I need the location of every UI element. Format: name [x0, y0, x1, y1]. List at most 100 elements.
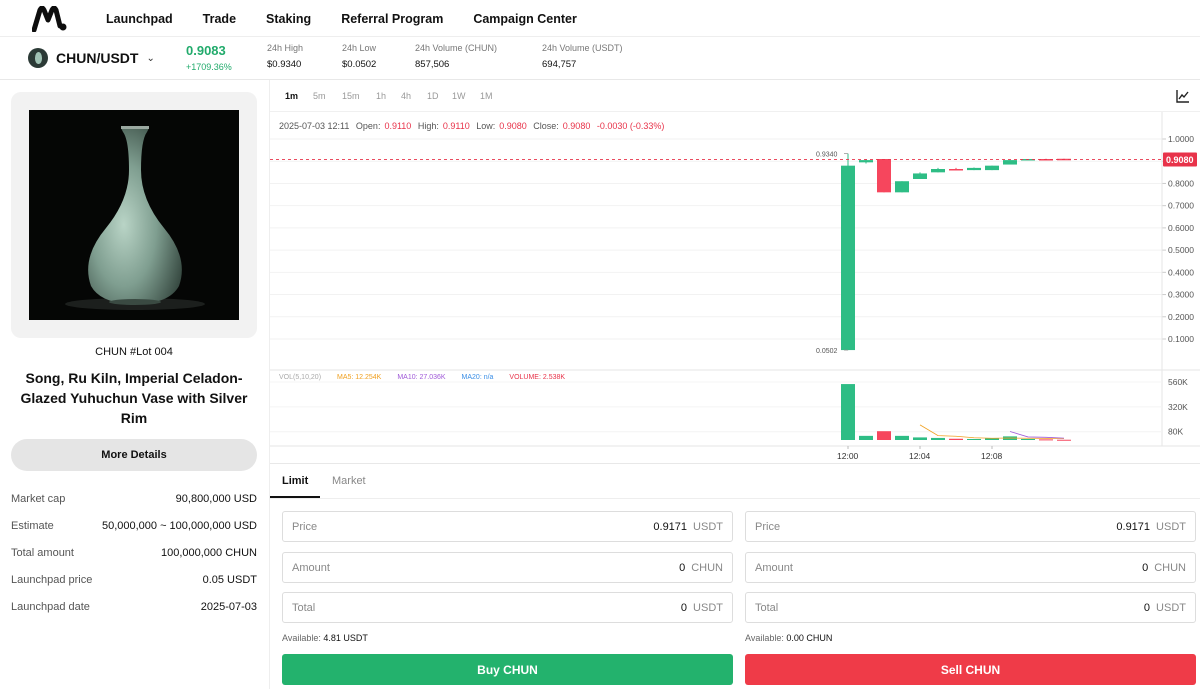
nav-referral-program[interactable]: Referral Program	[341, 11, 444, 26]
stat-value: 857,506	[415, 59, 450, 70]
sell-available: Available: 0.00 CHUN	[745, 633, 832, 643]
timeframe-1w[interactable]: 1W	[452, 91, 466, 101]
ohlc-close: 0.9080	[562, 121, 591, 131]
price-tick-label: 0.1000	[1168, 334, 1194, 344]
order-type-tabs: Limit Market	[270, 465, 1200, 499]
timeframe-4h[interactable]: 4h	[401, 91, 412, 101]
timeframe-15m[interactable]: 15m	[342, 91, 360, 101]
timeframe-bar: 1m 5m 15m 1h 4h 1D 1W 1M	[270, 80, 1200, 112]
ma10-line	[1009, 431, 1065, 439]
asset-image-card	[11, 92, 257, 338]
candle-body	[841, 165, 855, 351]
field-value[interactable]: 0.9171	[653, 520, 688, 533]
vol-legend-volume: VOLUME: 2.538K	[509, 374, 566, 381]
asset-panel: CHUN #Lot 004 Song, Ru Kiln, Imperial Ce…	[0, 80, 270, 689]
sell-price-input[interactable]: Price 0.9171 USDT	[745, 511, 1196, 542]
nav-campaign-center[interactable]: Campaign Center	[473, 11, 577, 26]
volume-bar	[1039, 439, 1053, 441]
last-price: 0.9083	[186, 43, 226, 58]
volume-bar	[859, 435, 873, 440]
field-value[interactable]: 0.9171	[1116, 520, 1151, 533]
ohlc-high-label: High:	[417, 121, 439, 131]
field-value[interactable]: 0	[679, 561, 686, 574]
candle-body	[985, 165, 999, 171]
buy-price-input[interactable]: Price 0.9171 USDT	[282, 511, 733, 542]
stat-24h-volume-usdt: 24h Volume (USDT) 694,757	[542, 43, 623, 70]
volume-bar	[895, 435, 909, 440]
info-estimate: Estimate 50,000,000 ~ 100,000,000 USD	[11, 520, 257, 532]
ma5-line	[919, 424, 1065, 439]
brand-logo-icon[interactable]	[32, 6, 68, 32]
asset-title: Song, Ru Kiln, Imperial Celadon-Glazed Y…	[20, 370, 248, 426]
nav-staking[interactable]: Staking	[266, 11, 312, 26]
ticker-bar: CHUN/USDT ⌄ 0.9083 +1709.36% 24h High $0…	[0, 37, 1200, 80]
tab-market[interactable]: Market	[332, 475, 366, 487]
info-value: 2025-07-03	[200, 601, 257, 613]
nav-trade[interactable]: Trade	[202, 11, 237, 26]
available-label: Available:	[745, 633, 784, 643]
pair-selector[interactable]: CHUN/USDT ⌄	[28, 48, 155, 68]
candlestick-chart[interactable]: 1.00000.90000.80000.70000.60000.50000.40…	[270, 112, 1200, 464]
info-market-cap: Market cap 90,800,000 USD	[11, 493, 257, 505]
field-label: Total	[292, 601, 316, 614]
stat-24h-low: 24h Low $0.0502	[342, 43, 376, 70]
info-label: Launchpad price	[11, 574, 93, 586]
volume-bar	[967, 438, 981, 440]
candle-body	[1003, 160, 1017, 165]
field-label: Price	[755, 520, 781, 533]
timeframe-1d[interactable]: 1D	[427, 91, 439, 101]
field-value[interactable]: 0	[1142, 561, 1149, 574]
field-unit: CHUN	[1154, 561, 1186, 574]
field-label: Amount	[755, 561, 793, 574]
available-label: Available:	[282, 633, 321, 643]
buy-amount-input[interactable]: Amount 0 CHUN	[282, 552, 733, 583]
price-change: +1709.36%	[186, 62, 232, 72]
available-value: 0.00 CHUN	[786, 633, 833, 643]
ohlc-readout: 2025-07-03 12:11 Open: 0.9110 High: 0.9110…	[279, 121, 668, 131]
info-value: 0.05 USDT	[202, 574, 257, 586]
info-value: 90,800,000 USD	[175, 493, 257, 505]
time-tick-label: 12:04	[909, 451, 931, 461]
stat-label: 24h High	[267, 43, 304, 53]
sell-button[interactable]: Sell CHUN	[745, 654, 1196, 685]
sell-amount-input[interactable]: Amount 0 CHUN	[745, 552, 1196, 583]
timeframe-1m[interactable]: 1m	[285, 91, 299, 101]
stat-24h-high: 24h High $0.9340	[267, 43, 303, 70]
vol-legend-title: VOL(5,10,20)	[279, 374, 322, 381]
timeframe-1mo[interactable]: 1M	[480, 91, 493, 101]
info-total-amount: Total amount 100,000,000 CHUN	[11, 547, 257, 559]
volume-tick-label: 80K	[1168, 427, 1183, 437]
price-tick-label: 0.3000	[1168, 290, 1194, 300]
info-label: Launchpad date	[11, 601, 90, 613]
volume-bar	[877, 431, 891, 440]
stat-label: 24h Volume (CHUN)	[415, 43, 498, 53]
field-unit: USDT	[1156, 601, 1186, 614]
stat-24h-volume-chun: 24h Volume (CHUN) 857,506	[415, 43, 497, 70]
tab-limit[interactable]: Limit	[282, 475, 309, 487]
field-label: Amount	[292, 561, 330, 574]
pair-name: CHUN/USDT	[56, 50, 139, 66]
stat-label: 24h Volume (USDT)	[542, 43, 623, 53]
lot-number: CHUN #Lot 004	[95, 346, 173, 358]
field-value[interactable]: 0	[1143, 601, 1151, 614]
chun-coin-icon	[28, 48, 48, 68]
field-unit: USDT	[693, 520, 723, 533]
nav-menu: Launchpad Trade Staking Referral Program…	[106, 0, 607, 37]
candle-body	[859, 160, 873, 163]
active-tab-indicator	[270, 496, 320, 498]
candle-body	[895, 181, 909, 193]
timeframe-1h[interactable]: 1h	[376, 91, 387, 101]
buy-total-input[interactable]: Total 0 USDT	[282, 592, 733, 623]
ohlc-open-label: Open:	[355, 121, 381, 131]
volume-bar	[949, 438, 963, 440]
indicator-icon[interactable]	[1176, 89, 1190, 103]
info-label: Estimate	[11, 520, 54, 532]
timeframe-5m[interactable]: 5m	[313, 91, 326, 101]
more-details-button[interactable]: More Details	[11, 439, 257, 471]
nav-launchpad[interactable]: Launchpad	[106, 11, 173, 26]
buy-button[interactable]: Buy CHUN	[282, 654, 733, 685]
sell-total-input[interactable]: Total 0 USDT	[745, 592, 1196, 623]
volume-tick-label: 320K	[1168, 402, 1188, 412]
info-launchpad-date: Launchpad date 2025-07-03	[11, 601, 257, 613]
field-value[interactable]: 0	[680, 601, 688, 614]
